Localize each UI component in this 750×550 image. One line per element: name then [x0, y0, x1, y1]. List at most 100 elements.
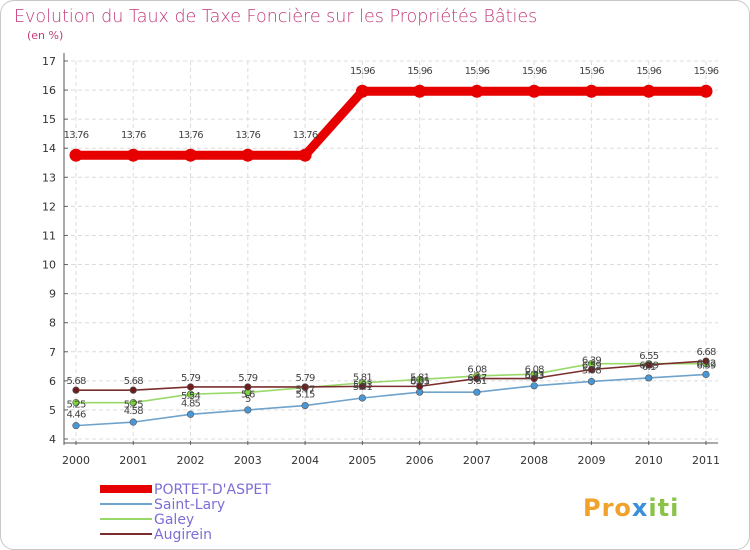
data-label: 5.68 [124, 376, 144, 387]
data-label: 5.81 [353, 372, 373, 383]
data-label: 5.61 [410, 376, 430, 387]
data-label: 5.98 [582, 365, 602, 376]
x-tick-label: 2007 [463, 454, 491, 467]
data-point [587, 377, 596, 386]
data-point [530, 374, 538, 383]
data-label: 5.79 [238, 373, 258, 384]
data-point [241, 148, 255, 162]
y-tick-label: 6 [49, 375, 56, 388]
x-tick-label: 2011 [692, 454, 720, 467]
data-point [129, 399, 137, 407]
series-line [75, 362, 707, 404]
y-tick-label: 7 [49, 346, 56, 359]
data-label: 6.22 [696, 358, 716, 369]
axes: 4 5 6 7 8 9 10 11 12 13 14 15 16 17 2000 2001 2002 2003 20… [42, 53, 720, 467]
data-point [358, 394, 366, 402]
data-point [358, 382, 366, 390]
chart-subtitle: (en %) [27, 29, 63, 42]
legend-label: Augirein [154, 527, 212, 543]
data-label: 6.1 [642, 362, 656, 373]
legend-label: Saint-Lary [154, 497, 225, 513]
data-point [699, 84, 713, 98]
data-label: 5.93 [353, 380, 373, 391]
data-point [416, 382, 424, 390]
grid [64, 60, 718, 444]
data-point [645, 361, 653, 369]
chart-title: Evolution du Taux de Taxe Foncière sur l… [14, 7, 537, 27]
brand-prefix: Pro [583, 494, 632, 522]
x-tick-label: 2002 [177, 454, 205, 467]
data-label: 6.08 [525, 365, 545, 376]
series-line [75, 373, 707, 427]
data-label: 6.08 [467, 365, 487, 376]
data-point [186, 390, 195, 398]
data-point [72, 422, 80, 430]
data-label: 6.39 [582, 356, 602, 367]
data-point [69, 148, 83, 162]
data-point [413, 84, 427, 98]
data-label: 6.59 [639, 361, 659, 372]
data-label: 15.96 [694, 66, 719, 77]
data-label: 5.15 [296, 390, 316, 401]
data-point [184, 148, 198, 162]
data-point [702, 370, 710, 379]
data-label: 4.85 [181, 398, 201, 409]
data-point [129, 386, 137, 394]
data-label: 15.96 [522, 66, 547, 77]
data-label: 6.05 [410, 376, 430, 387]
data-label: 6.59 [582, 361, 602, 372]
data-point [470, 84, 484, 98]
data-point [355, 84, 369, 98]
data-label: 15.96 [579, 66, 604, 77]
data-label: 5.25 [124, 400, 144, 411]
data-point [584, 84, 598, 98]
data-point [186, 383, 195, 391]
data-label: 5.6 [241, 389, 255, 400]
y-tick-label: 4 [49, 433, 56, 446]
y-tick-label: 8 [49, 317, 56, 330]
y-tick-label: 5 [49, 404, 56, 417]
data-label: 6.59 [696, 361, 716, 372]
data-point [530, 382, 538, 390]
data-label: 5.68 [66, 376, 86, 387]
data-point [126, 148, 140, 162]
data-label: 6.17 [467, 373, 487, 384]
data-label: 5.61 [467, 376, 487, 387]
brand-suffix: iti [648, 494, 679, 522]
data-label: 5.41 [353, 382, 373, 393]
y-tick-label: 11 [42, 229, 56, 242]
data-label: 4.58 [124, 406, 144, 417]
data-point [301, 383, 309, 391]
brand-x: x [632, 494, 648, 522]
data-label: 5.83 [525, 370, 545, 381]
x-tick-label: 2004 [291, 454, 319, 467]
data-label: 4.46 [66, 410, 86, 421]
data-label: 15.96 [465, 66, 490, 77]
data-point [301, 401, 309, 410]
data-label: 13.76 [235, 130, 260, 141]
data-point [186, 410, 195, 418]
x-tick-label: 2006 [406, 454, 434, 467]
svg-text:Proxiti: Proxiti [583, 494, 679, 522]
data-point [587, 365, 596, 374]
data-label: 15.96 [350, 66, 375, 77]
data-point [72, 399, 80, 407]
proxiti-logo: Proxiti [583, 494, 679, 522]
data-label: 5.77 [296, 385, 316, 396]
legend-label: PORTET-D'ASPET [154, 482, 271, 498]
data-label: 6.68 [696, 347, 716, 358]
x-tick-label: 2010 [635, 454, 663, 467]
x-tick-label: 2003 [234, 454, 262, 467]
y-tick-label: 14 [42, 142, 56, 155]
data-label: 5.54 [181, 391, 201, 402]
x-tick-label: 2000 [62, 454, 90, 467]
data-label: 5.79 [296, 373, 316, 384]
x-tick-label: 2008 [520, 454, 548, 467]
y-tick-label: 16 [42, 84, 56, 97]
y-tick-label: 10 [42, 259, 56, 272]
data-label: 13.76 [178, 130, 203, 141]
data-label: 5 [245, 394, 251, 405]
data-label: 5.81 [410, 372, 430, 383]
data-point [416, 375, 424, 383]
y-tick-label: 15 [42, 113, 56, 126]
